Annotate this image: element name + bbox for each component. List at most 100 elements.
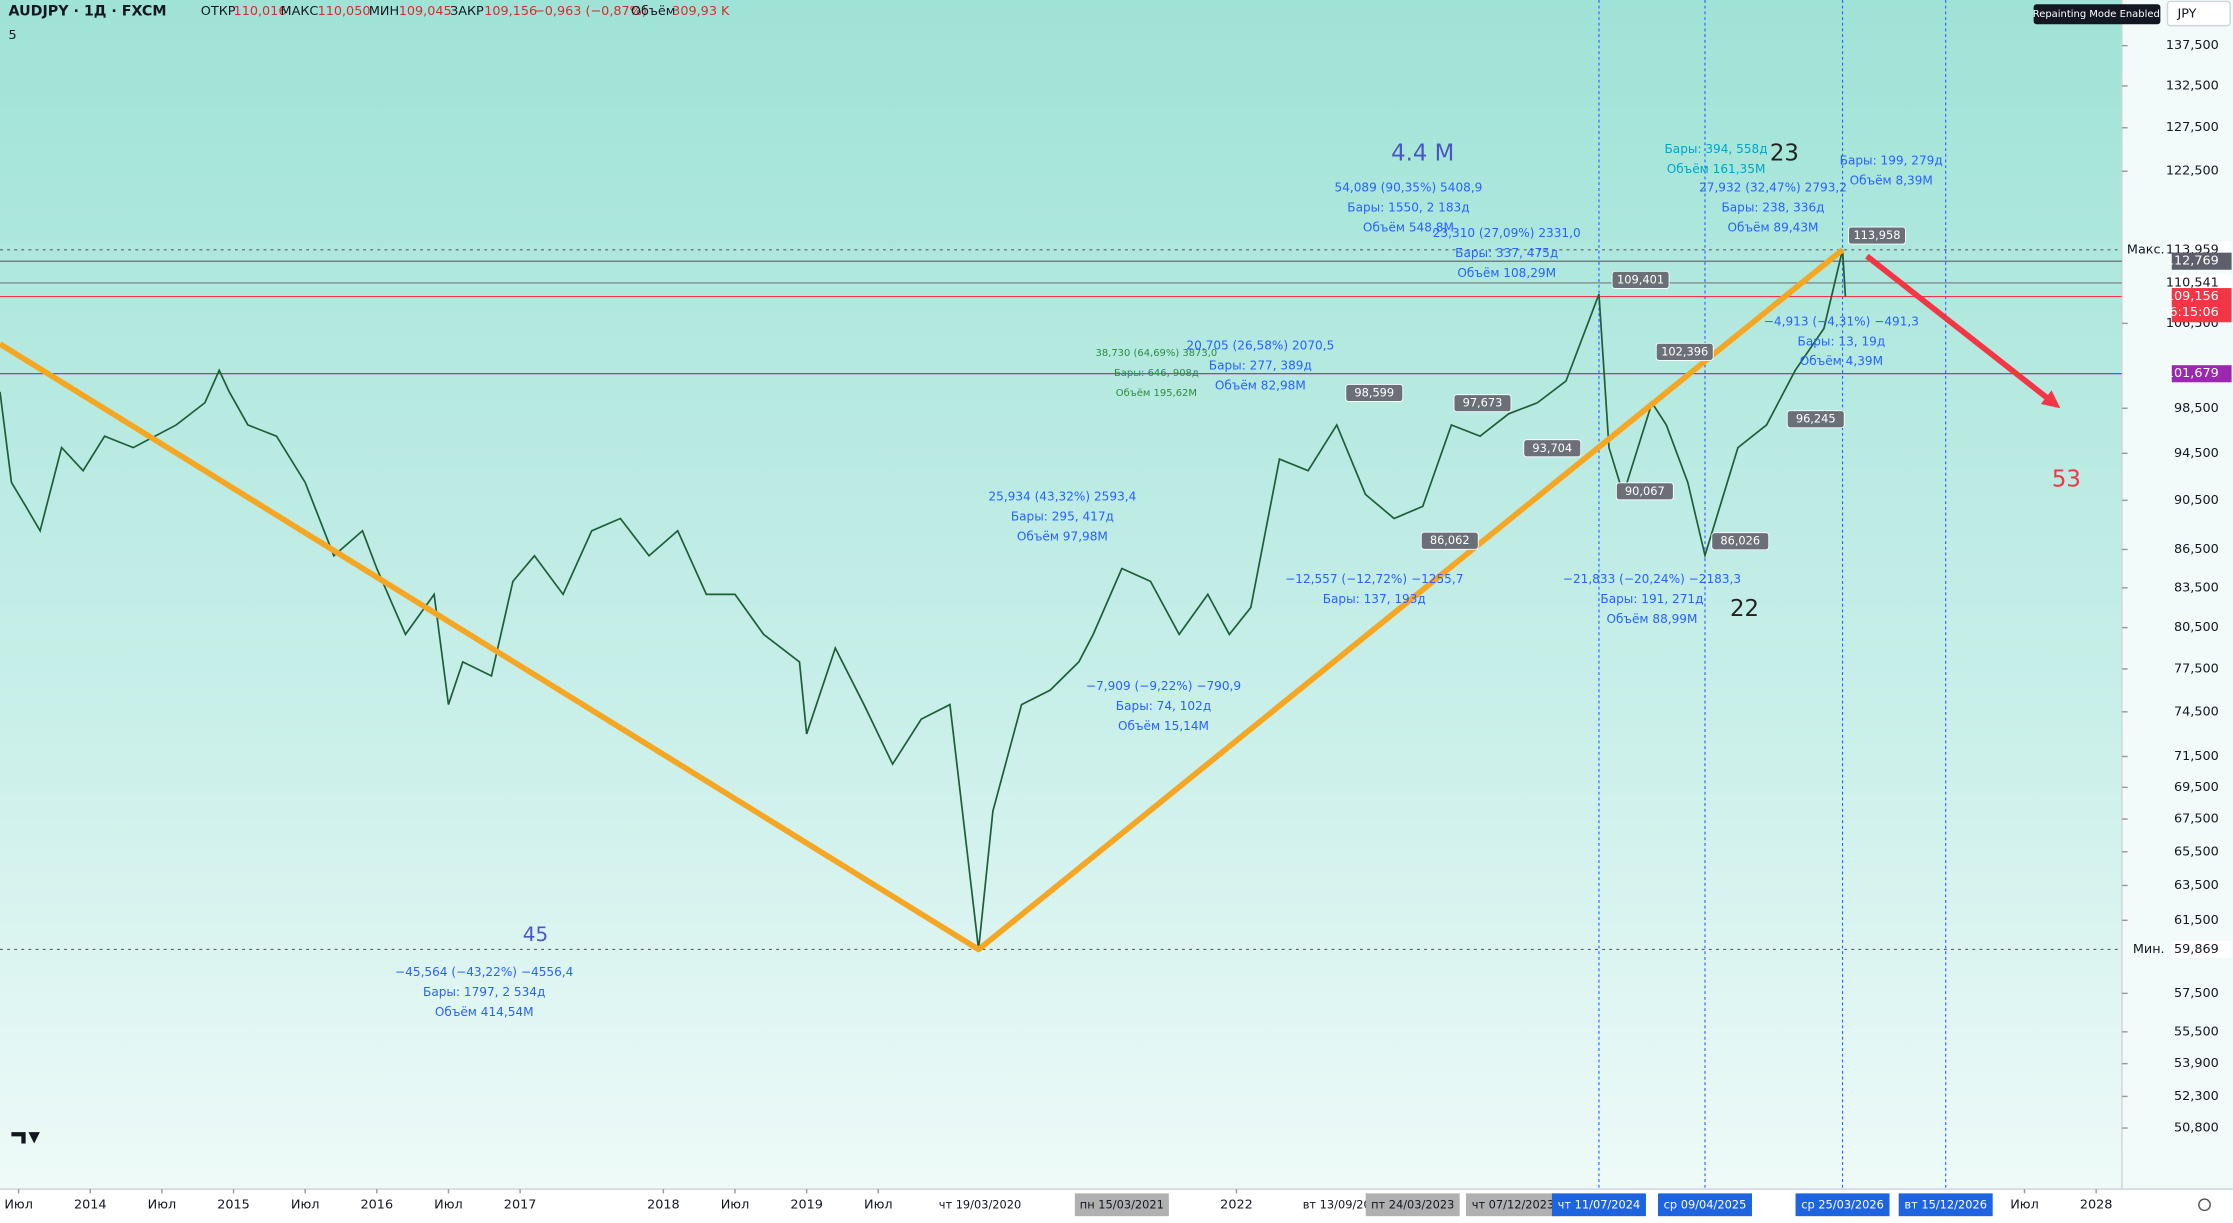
price-label-bg (2171, 365, 2232, 383)
annotation: −45,564 (−43,22%) −4556,4 (395, 965, 574, 979)
trend-line (0, 247, 1845, 953)
price-line (0, 249, 1847, 950)
big-label: 53 (2052, 466, 2081, 492)
price-label-tag: Макс. (2127, 242, 2165, 257)
legend-volume-label: Объём (631, 4, 676, 19)
annotation: Объём 15,14M (1118, 719, 1209, 733)
annotation: Бары: 277, 389д (1209, 358, 1312, 372)
y-tick-label: 67,500 (2174, 812, 2219, 827)
x-marker-bg (1898, 1193, 1993, 1217)
annotation: Объём 195,62M (1116, 388, 1197, 399)
currency[interactable]: JPY (2176, 7, 2196, 22)
x-marker-label: пт 24/03/2023 (1371, 1197, 1454, 1211)
x-marker-label: чт 19/03/2020 (939, 1197, 1022, 1211)
currency-button[interactable] (2166, 0, 2231, 27)
x-tick-label: Июл (864, 1197, 893, 1212)
annotation: Бары: 1550, 2 183д (1347, 200, 1469, 214)
price-box (1786, 410, 1845, 429)
x-tick-label: 2019 (790, 1197, 823, 1212)
x-marker-bg (1795, 1193, 1890, 1217)
annotation: −7,909 (−9,22%) −790,9 (1086, 679, 1241, 693)
settings-icon[interactable] (2198, 1198, 2211, 1212)
legend-value: 109,045 (399, 4, 452, 19)
price-box-label: 86,062 (1430, 533, 1470, 547)
arrow (1865, 253, 2054, 404)
x-marker-bg (1551, 1193, 1646, 1217)
x-tick-label: 2017 (504, 1197, 537, 1212)
annotation: 20,705 (26,58%) 2070,5 (1186, 339, 1334, 353)
x-tick-label: Июл (291, 1197, 320, 1212)
arrow-head (2040, 390, 2061, 409)
annotation: Объём 88,99M (1606, 612, 1697, 626)
annotation: Объём 82,98M (1215, 378, 1306, 392)
price-axis-background (2121, 0, 2233, 1190)
y-tick-label: 77,500 (2174, 661, 2219, 676)
price-box-label: 90,067 (1625, 484, 1665, 498)
annotation: 23,310 (27,09%) 2331,0 (1433, 226, 1581, 240)
y-tick-label: 127,500 (2166, 120, 2219, 135)
legend-label: МИН (369, 4, 399, 19)
x-marker-bg (1466, 1193, 1560, 1217)
price-label-sub: 06:15:06 (2161, 305, 2218, 320)
x-marker-label: вт 13/09/20 (1303, 1197, 1371, 1211)
price-box-label: 97,673 (1463, 396, 1503, 410)
legend-value: 110,016 (234, 4, 287, 19)
price-label-bg (2171, 288, 2232, 323)
x-marker-label: чт 07/12/2023 (1472, 1197, 1555, 1211)
x-tick-label: Июл (4, 1197, 33, 1212)
y-tick-label: 98,500 (2174, 401, 2219, 416)
price-box (1655, 342, 1714, 361)
big-label: 22 (1730, 596, 1759, 622)
legend-label: ЗАКР (450, 4, 484, 19)
x-tick-label: 2014 (74, 1197, 107, 1212)
layers: 109,401 113,958 98,599 97,673 102,396 86,062 8… (0, 0, 2122, 1190)
annotation: 54,089 (90,35%) 5408,9 (1335, 180, 1483, 194)
y-tick-label: 55,500 (2174, 1024, 2219, 1039)
y-tick-label: 57,500 (2174, 986, 2219, 1001)
annotation: 27,932 (32,47%) 2793,2 (1699, 180, 1847, 194)
annotation: −4,913 (−4,31%) −491,3 (1764, 314, 1919, 328)
y-tick-label: 71,500 (2174, 749, 2219, 764)
price-box (1615, 482, 1674, 501)
price-box (1345, 383, 1404, 402)
y-tick-label: 83,500 (2174, 580, 2219, 595)
y-tick-label: 53,900 (2174, 1056, 2219, 1071)
x-tick-label: Июл (721, 1197, 750, 1212)
big-label: 23 (1770, 140, 1799, 166)
annotation: Объём 161,35M (1667, 162, 1766, 176)
y-tick-label: 63,500 (2174, 878, 2219, 893)
price-box (1523, 439, 1582, 458)
legend-value: 109,156 (484, 4, 537, 19)
legend-value: 110,050 (318, 4, 371, 19)
annotation: Бары: 394, 558д (1665, 142, 1768, 156)
indicator-count: 5 (9, 28, 17, 43)
price-box-label: 86,026 (1720, 534, 1760, 548)
price-box (1453, 394, 1512, 413)
legend-label: ОТКР (201, 4, 236, 19)
annotation: Объём 108,29M (1457, 266, 1556, 280)
annotation: Объём 4,39M (1800, 354, 1883, 368)
x-tick-label: Июл (2010, 1197, 2039, 1212)
annotation: Бары: 74, 102д (1116, 699, 1211, 713)
x-marker-bg (1074, 1193, 1169, 1217)
x-tick-label: 2016 (361, 1197, 394, 1212)
annotation: Бары: 13, 19д (1798, 334, 1886, 348)
price-box (1611, 270, 1670, 289)
x-tick-label: Июл (434, 1197, 463, 1212)
x-tick-label: 2015 (217, 1197, 250, 1212)
price-label-bg (2171, 274, 2232, 292)
x-tick-label: Июл (148, 1197, 177, 1212)
legend-volume: 309,93 K (672, 4, 730, 19)
price-label-tag: Мин. (2133, 942, 2165, 957)
price-box-label: 113,958 (1853, 228, 1900, 242)
annotation: −21,833 (−20,24%) −2183,3 (1563, 572, 1741, 586)
annotation: Бары: 646, 908д (1114, 368, 1199, 379)
price-box (1711, 532, 1770, 551)
y-tick-label: 80,500 (2174, 620, 2219, 635)
y-tick-label: 137,500 (2166, 38, 2219, 53)
annotation: Объём 548,8M (1363, 220, 1454, 234)
x-tick-label: 2028 (2080, 1197, 2113, 1212)
x-marker-label: вт 15/12/2026 (1904, 1197, 1987, 1211)
x-tick-label: 2022 (1220, 1197, 1253, 1212)
